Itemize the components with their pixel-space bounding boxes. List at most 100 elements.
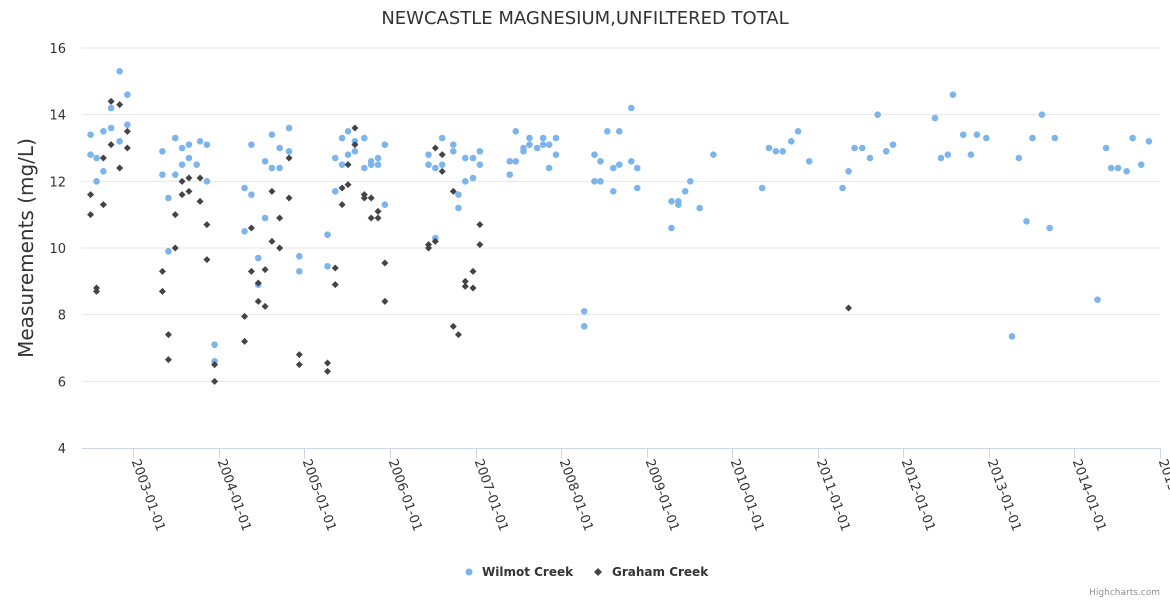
data-point[interactable]: [241, 228, 248, 235]
data-point[interactable]: [772, 148, 780, 155]
data-point[interactable]: [545, 164, 553, 172]
data-point[interactable]: [116, 68, 123, 75]
data-point[interactable]: [476, 221, 484, 229]
data-point[interactable]: [107, 104, 115, 112]
data-point[interactable]: [324, 231, 331, 238]
data-point[interactable]: [268, 187, 276, 195]
data-point[interactable]: [476, 161, 484, 168]
data-point[interactable]: [461, 282, 469, 290]
data-point[interactable]: [858, 144, 866, 152]
data-point[interactable]: [241, 184, 248, 192]
data-point[interactable]: [100, 128, 107, 135]
data-point[interactable]: [874, 111, 881, 118]
data-point[interactable]: [338, 134, 346, 142]
data-point[interactable]: [241, 312, 249, 320]
data-point[interactable]: [1051, 134, 1059, 142]
data-point[interactable]: [967, 151, 975, 158]
data-point[interactable]: [591, 151, 598, 158]
data-point[interactable]: [381, 201, 389, 208]
data-point[interactable]: [597, 178, 604, 185]
data-point[interactable]: [93, 287, 101, 295]
data-point[interactable]: [203, 221, 211, 229]
data-point[interactable]: [450, 148, 457, 155]
data-point[interactable]: [178, 177, 186, 185]
data-point[interactable]: [338, 201, 346, 209]
data-point[interactable]: [431, 144, 439, 152]
data-point[interactable]: [1046, 224, 1053, 232]
data-point[interactable]: [203, 178, 211, 185]
data-point[interactable]: [158, 287, 166, 295]
data-point[interactable]: [248, 141, 255, 148]
data-point[interactable]: [696, 204, 704, 212]
data-point[interactable]: [1094, 296, 1101, 303]
data-point[interactable]: [949, 91, 957, 98]
data-point[interactable]: [116, 138, 123, 145]
data-point[interactable]: [87, 131, 94, 138]
data-point[interactable]: [374, 161, 382, 168]
data-point[interactable]: [261, 214, 269, 222]
data-point[interactable]: [344, 181, 352, 189]
data-point[interactable]: [425, 161, 432, 168]
data-point[interactable]: [367, 214, 375, 222]
data-point[interactable]: [296, 253, 303, 260]
data-point[interactable]: [627, 104, 635, 112]
data-point[interactable]: [374, 207, 382, 215]
data-point[interactable]: [268, 131, 276, 138]
data-point[interactable]: [296, 268, 303, 275]
data-point[interactable]: [107, 124, 115, 132]
data-point[interactable]: [351, 141, 359, 149]
data-point[interactable]: [93, 154, 100, 162]
data-point[interactable]: [123, 127, 131, 135]
data-point[interactable]: [469, 174, 477, 182]
data-point[interactable]: [116, 164, 124, 172]
data-point[interactable]: [438, 134, 446, 142]
data-point[interactable]: [520, 148, 527, 155]
data-point[interactable]: [476, 148, 484, 155]
data-point[interactable]: [196, 174, 204, 182]
data-point[interactable]: [597, 158, 604, 165]
data-point[interactable]: [285, 124, 293, 132]
data-point[interactable]: [633, 184, 641, 192]
data-point[interactable]: [615, 161, 623, 168]
data-point[interactable]: [324, 359, 332, 367]
data-point[interactable]: [449, 322, 457, 330]
data-point[interactable]: [552, 151, 560, 158]
data-point[interactable]: [889, 141, 897, 148]
data-point[interactable]: [344, 128, 352, 135]
data-point[interactable]: [425, 151, 432, 158]
data-point[interactable]: [450, 141, 457, 148]
data-point[interactable]: [100, 168, 107, 175]
data-point[interactable]: [805, 158, 813, 165]
data-point[interactable]: [331, 188, 339, 195]
data-point[interactable]: [196, 138, 204, 145]
data-point[interactable]: [361, 164, 368, 172]
data-point[interactable]: [526, 134, 533, 142]
data-point[interactable]: [851, 144, 858, 152]
data-point[interactable]: [973, 131, 981, 138]
data-point[interactable]: [87, 151, 94, 158]
data-point[interactable]: [461, 178, 469, 185]
data-point[interactable]: [268, 237, 276, 245]
data-point[interactable]: [681, 188, 689, 195]
data-point[interactable]: [668, 198, 675, 205]
data-point[interactable]: [124, 121, 131, 128]
data-point[interactable]: [765, 144, 773, 152]
legend-item-wilmot-creek[interactable]: Wilmot Creek: [465, 565, 575, 579]
data-point[interactable]: [247, 267, 255, 275]
data-point[interactable]: [438, 167, 446, 175]
data-point[interactable]: [171, 134, 179, 142]
data-point[interactable]: [164, 356, 172, 364]
data-point[interactable]: [1008, 333, 1016, 340]
data-point[interactable]: [545, 141, 553, 148]
data-point[interactable]: [937, 154, 945, 162]
data-point[interactable]: [276, 164, 283, 172]
data-point[interactable]: [285, 194, 293, 202]
data-point[interactable]: [1023, 218, 1030, 225]
data-point[interactable]: [1107, 164, 1115, 172]
data-point[interactable]: [185, 174, 193, 182]
data-point[interactable]: [1129, 134, 1136, 142]
data-point[interactable]: [171, 211, 179, 219]
data-point[interactable]: [361, 134, 368, 142]
data-point[interactable]: [338, 161, 346, 168]
data-point[interactable]: [331, 264, 339, 272]
